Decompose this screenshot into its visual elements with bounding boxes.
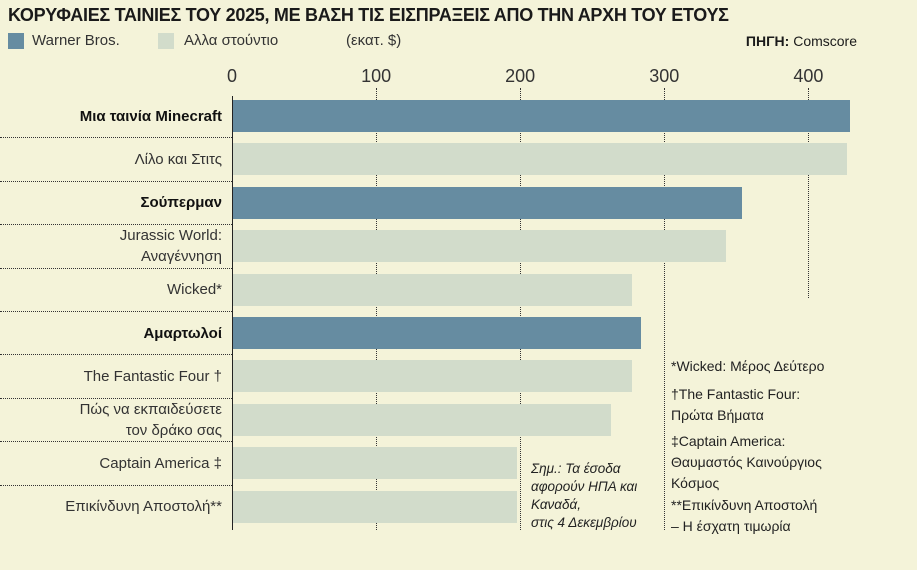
category-label: Πώς να εκπαιδεύσετε τον δράκο σας [79,400,222,439]
chart-title: ΚΟΡΥΦΑΙΕΣ ΤΑΙΝΙΕΣ ΤΟΥ 2025, ΜΕ ΒΑΣΗ ΤΙΣ … [8,5,729,25]
category-label: Captain America ‡ [99,454,222,472]
gridline [376,88,378,530]
legend-label-warner: Warner Bros. [32,32,120,49]
row-separator [0,484,232,486]
bar-other [233,490,517,523]
gridline [664,88,666,530]
x-tick-label: 400 [793,66,824,86]
category-label: Σούπερμαν [140,194,222,212]
legend-swatch-warner [8,33,24,49]
x-tick-label: 300 [649,66,680,86]
bar-other [233,447,517,480]
bar-other [233,403,611,436]
footnote: **Επικίνδυνη Αποστολή – Η έσχατη τιμωρία [671,497,818,534]
category-label: Μια ταινία Minecraft [79,107,222,125]
bar-other [233,360,633,393]
row-separator [0,224,232,226]
row-separator [0,397,232,399]
footnote: *Wicked: Μέρος Δεύτερο [671,358,825,374]
row-separator [0,354,232,356]
bar-other [233,273,633,306]
source: ΠΗΓΗ: Comscore [746,33,857,49]
category-label: Επικίνδυνη Αποστολή** [65,498,222,516]
bar-other [233,230,726,263]
bar-other [233,143,847,176]
bar-warner [233,186,742,219]
row-separator [0,441,232,443]
source-label: ΠΗΓΗ: [745,33,790,49]
x-tick-label: 0 [226,66,238,86]
note: Σημ.: Τα έσοδα αφορούν ΗΠΑ και Καναδά, σ… [531,461,638,530]
bar-warner [233,317,641,349]
y-axis-line [232,96,233,530]
category-label: Αμαρτωλοί [143,324,222,342]
row-separator [0,311,232,312]
x-tick-label: 200 [505,66,536,86]
category-label: Wicked* [166,281,222,299]
footnote: †The Fantastic Four: Πρώτα Βήματα [671,386,801,423]
row-separator [0,267,232,269]
category-label: The Fantastic Four † [83,367,222,385]
gridline [520,88,522,530]
source-name: Comscore [793,33,857,49]
bar-warner [233,100,850,132]
x-tick-label: 100 [361,66,392,86]
unit-label: (εκατ. $) [346,32,402,49]
legend-label-other: Αλλα στούντιο [184,32,279,49]
legend-swatch-other [158,33,174,49]
category-label: Λίλο και Στιτς [134,150,222,168]
gridline [808,88,810,298]
category-label: Jurassic World: Αναγέννηση [119,227,222,266]
row-separator [0,180,232,182]
row-separator [0,137,232,139]
footnote: ‡Captain America: Θαυμαστός Καινούργιος … [671,433,822,491]
